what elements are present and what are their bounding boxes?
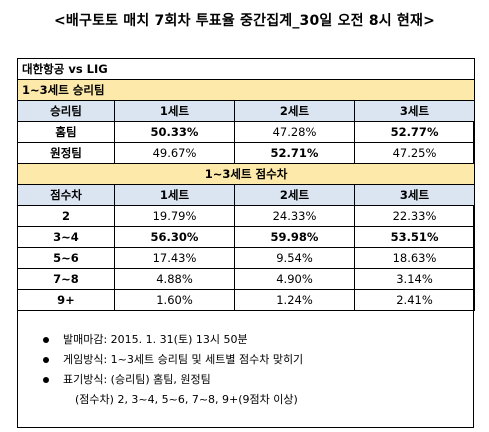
matchup-title: 대한항공 vs LIG — [16, 58, 476, 80]
table-row: 원정팀 49.67% 52.71% 47.25% — [17, 142, 476, 164]
row-label: 홈팀 — [17, 121, 115, 143]
column-header: 1세트 — [114, 184, 235, 206]
bullet-icon — [43, 337, 49, 343]
note-text: 발매마감: 2015. 1. 31(토) 13시 50분 — [63, 333, 248, 346]
row-label: 3~4 — [17, 226, 115, 248]
note-continuation: (점수차) 2, 3~4, 5~6, 7~8, 9+(9점차 이상) — [75, 393, 298, 406]
table-row: 7~8 4.88% 4.90% 3.14% — [17, 268, 476, 290]
section-winner-header-row: 승리팀 1세트 2세트 3세트 — [17, 100, 476, 122]
note-text: 게임방식: 1~3세트 승리팀 및 세트별 점수차 맞히기 — [63, 353, 304, 366]
bullet-icon — [43, 377, 49, 383]
section-score-title-row: 1~3세트 점수차 — [16, 163, 476, 185]
row-label: 9+ — [17, 289, 115, 311]
section-winner-title-row: 1~3세트 승리팀 — [16, 79, 476, 101]
column-header: 2세트 — [234, 184, 355, 206]
bullet-icon — [43, 357, 49, 363]
table-cell: 1.60% — [114, 289, 235, 311]
table-cell: 24.33% — [234, 205, 355, 227]
table-row: 홈팀 50.33% 47.28% 52.77% — [17, 121, 476, 143]
notes-list: 발매마감: 2015. 1. 31(토) 13시 50분 게임방식: 1~3세트… — [17, 330, 474, 410]
column-header: 점수차 — [17, 184, 115, 206]
table-cell: 17.43% — [114, 247, 235, 269]
table-cell: 53.51% — [353, 226, 476, 248]
column-header: 3세트 — [353, 184, 476, 206]
table-cell: 52.71% — [234, 142, 355, 164]
column-header: 1세트 — [114, 100, 235, 122]
table-cell: 9.54% — [234, 247, 355, 269]
row-label: 2 — [17, 205, 115, 227]
table-cell: 50.33% — [114, 121, 235, 143]
table-cell: 49.67% — [114, 142, 235, 164]
table-cell: 56.30% — [114, 226, 235, 248]
vote-rate-table: 대한항공 vs LIG 1~3세트 승리팀 승리팀 1세트 2세트 3세트 홈팀… — [16, 58, 476, 311]
table-row: 5~6 17.43% 9.54% 18.63% — [17, 247, 476, 269]
table-cell: 2.41% — [353, 289, 476, 311]
list-item-continuation: (점수차) 2, 3~4, 5~6, 7~8, 9+(9점차 이상) — [17, 390, 474, 410]
table-cell: 1.24% — [234, 289, 355, 311]
table-cell: 3.14% — [353, 268, 476, 290]
table-cell: 19.79% — [114, 205, 235, 227]
table-row: 2 19.79% 24.33% 22.33% — [17, 205, 476, 227]
table-cell: 22.33% — [353, 205, 476, 227]
table-cell: 4.90% — [234, 268, 355, 290]
table-row: 3~4 56.30% 59.98% 53.51% — [17, 226, 476, 248]
section-score-title: 1~3세트 점수차 — [16, 163, 476, 185]
note-text: 표기방식: (승리팀) 홈팀, 원정팀 — [63, 373, 211, 386]
column-header: 3세트 — [353, 100, 476, 122]
matchup-row: 대한항공 vs LIG — [16, 58, 476, 80]
column-header: 2세트 — [234, 100, 355, 122]
page-title: <배구토토 매치 7회차 투표율 중간집계_30일 오전 8시 현재> — [53, 13, 436, 29]
section-winner-title: 1~3세트 승리팀 — [16, 79, 476, 101]
table-row: 9+ 1.60% 1.24% 2.41% — [17, 289, 476, 311]
table-cell: 47.28% — [234, 121, 355, 143]
list-item: 발매마감: 2015. 1. 31(토) 13시 50분 — [17, 330, 474, 350]
section-score-header-row: 점수차 1세트 2세트 3세트 — [17, 184, 476, 206]
table-cell: 59.98% — [234, 226, 355, 248]
table-cell: 4.88% — [114, 268, 235, 290]
table-cell: 47.25% — [353, 142, 476, 164]
table-cell: 52.77% — [353, 121, 476, 143]
column-header: 승리팀 — [17, 100, 115, 122]
list-item: 표기방식: (승리팀) 홈팀, 원정팀 — [17, 370, 474, 390]
table-cell: 18.63% — [353, 247, 476, 269]
row-label: 5~6 — [17, 247, 115, 269]
list-item: 게임방식: 1~3세트 승리팀 및 세트별 점수차 맞히기 — [17, 350, 474, 370]
row-label: 7~8 — [17, 268, 115, 290]
row-label: 원정팀 — [17, 142, 115, 164]
